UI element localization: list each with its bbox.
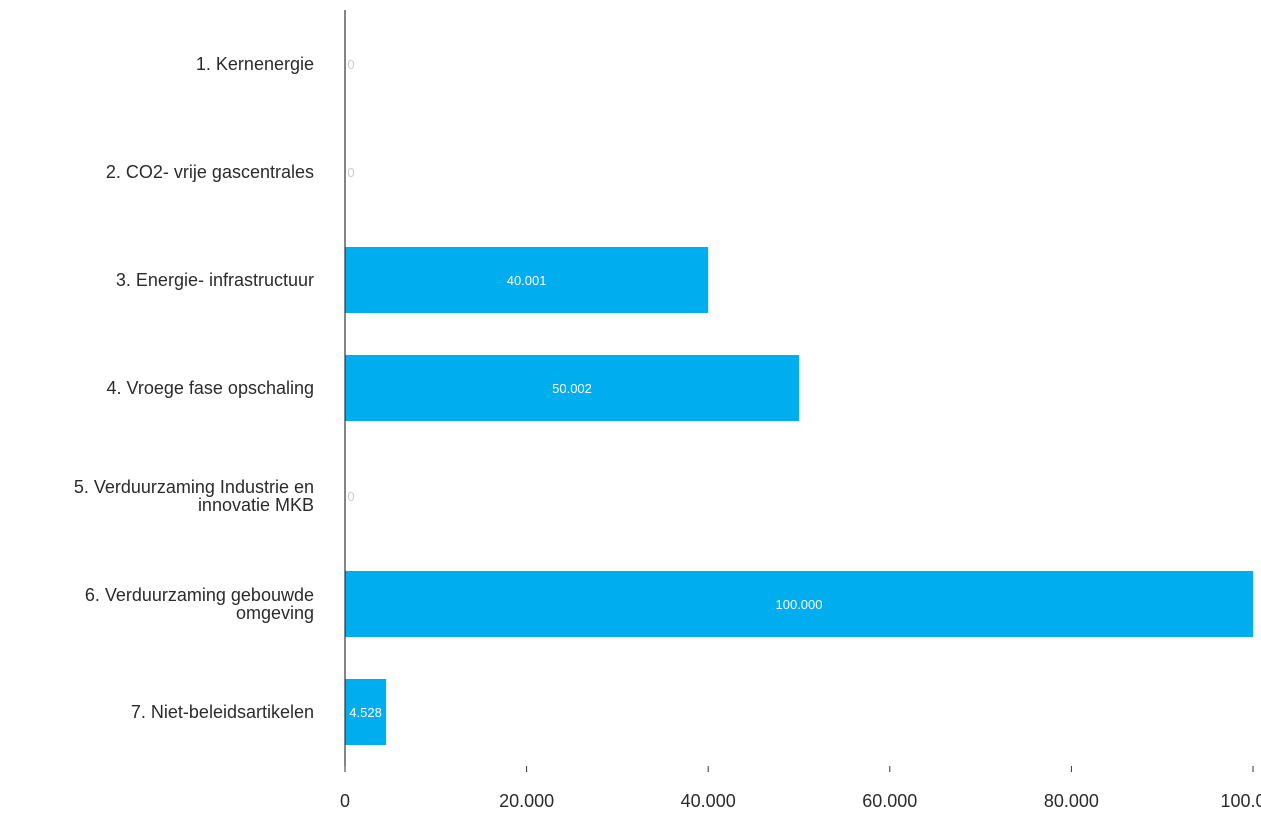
axes: 0 20.000 40.000 60.000 80.000 100.000	[340, 10, 1261, 811]
bar	[345, 247, 709, 313]
data-label: 0	[347, 165, 354, 180]
x-tick-label: 60.000	[862, 791, 917, 811]
x-tick-label: 40.000	[681, 791, 736, 811]
x-tick-label: 80.000	[1044, 791, 1099, 811]
bar	[345, 679, 387, 745]
bars	[345, 247, 1253, 745]
category-label: 3. Energie- infrastructuur	[116, 270, 314, 290]
category-labels: 1. Kernenergie 2. CO2- vrije gascentrales…	[74, 54, 314, 722]
category-label: 7. Niet-beleidsartikelen	[131, 702, 314, 722]
x-tick-label: 100.000	[1220, 791, 1261, 811]
category-label: 5. Verduurzaming Industrie en	[74, 477, 314, 497]
category-label: 2. CO2- vrije gascentrales	[106, 162, 314, 182]
category-label: 1. Kernenergie	[196, 54, 314, 74]
data-label: 4.528	[349, 705, 382, 720]
data-label: 40.001	[507, 273, 547, 288]
value-labels: 0 0 40.001 50.002 0 100.000 4.528	[347, 57, 822, 720]
bar	[345, 571, 1253, 637]
x-tick-label: 20.000	[499, 791, 554, 811]
data-label: 0	[347, 57, 354, 72]
bar	[345, 355, 800, 421]
category-label: 4. Vroege fase opschaling	[107, 378, 314, 398]
data-label: 100.000	[776, 597, 823, 612]
category-label: innovatie MKB	[198, 495, 314, 515]
x-tick-label: 0	[340, 791, 350, 811]
category-label: 6. Verduurzaming gebouwde	[85, 585, 314, 605]
data-label: 50.002	[552, 381, 592, 396]
data-label: 0	[347, 489, 354, 504]
category-label: omgeving	[236, 603, 314, 623]
